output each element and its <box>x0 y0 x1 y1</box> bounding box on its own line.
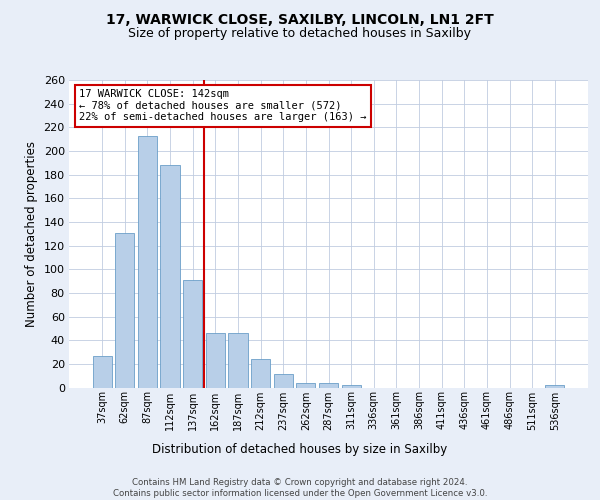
Bar <box>183 280 202 388</box>
Text: Distribution of detached houses by size in Saxilby: Distribution of detached houses by size … <box>152 442 448 456</box>
Bar <box>229 333 248 388</box>
Text: 17 WARWICK CLOSE: 142sqm
← 78% of detached houses are smaller (572)
22% of semi-: 17 WARWICK CLOSE: 142sqm ← 78% of detach… <box>79 89 367 122</box>
Bar <box>115 232 134 388</box>
Bar <box>545 385 565 388</box>
Bar <box>274 374 293 388</box>
Bar <box>319 383 338 388</box>
Bar <box>296 383 316 388</box>
Text: Contains HM Land Registry data © Crown copyright and database right 2024.
Contai: Contains HM Land Registry data © Crown c… <box>113 478 487 498</box>
Bar <box>160 165 180 388</box>
Bar <box>251 359 270 388</box>
Text: 17, WARWICK CLOSE, SAXILBY, LINCOLN, LN1 2FT: 17, WARWICK CLOSE, SAXILBY, LINCOLN, LN1… <box>106 12 494 26</box>
Text: Size of property relative to detached houses in Saxilby: Size of property relative to detached ho… <box>128 28 472 40</box>
Y-axis label: Number of detached properties: Number of detached properties <box>25 141 38 327</box>
Bar <box>138 136 157 388</box>
Bar <box>341 385 361 388</box>
Bar <box>206 333 225 388</box>
Bar <box>92 356 112 388</box>
